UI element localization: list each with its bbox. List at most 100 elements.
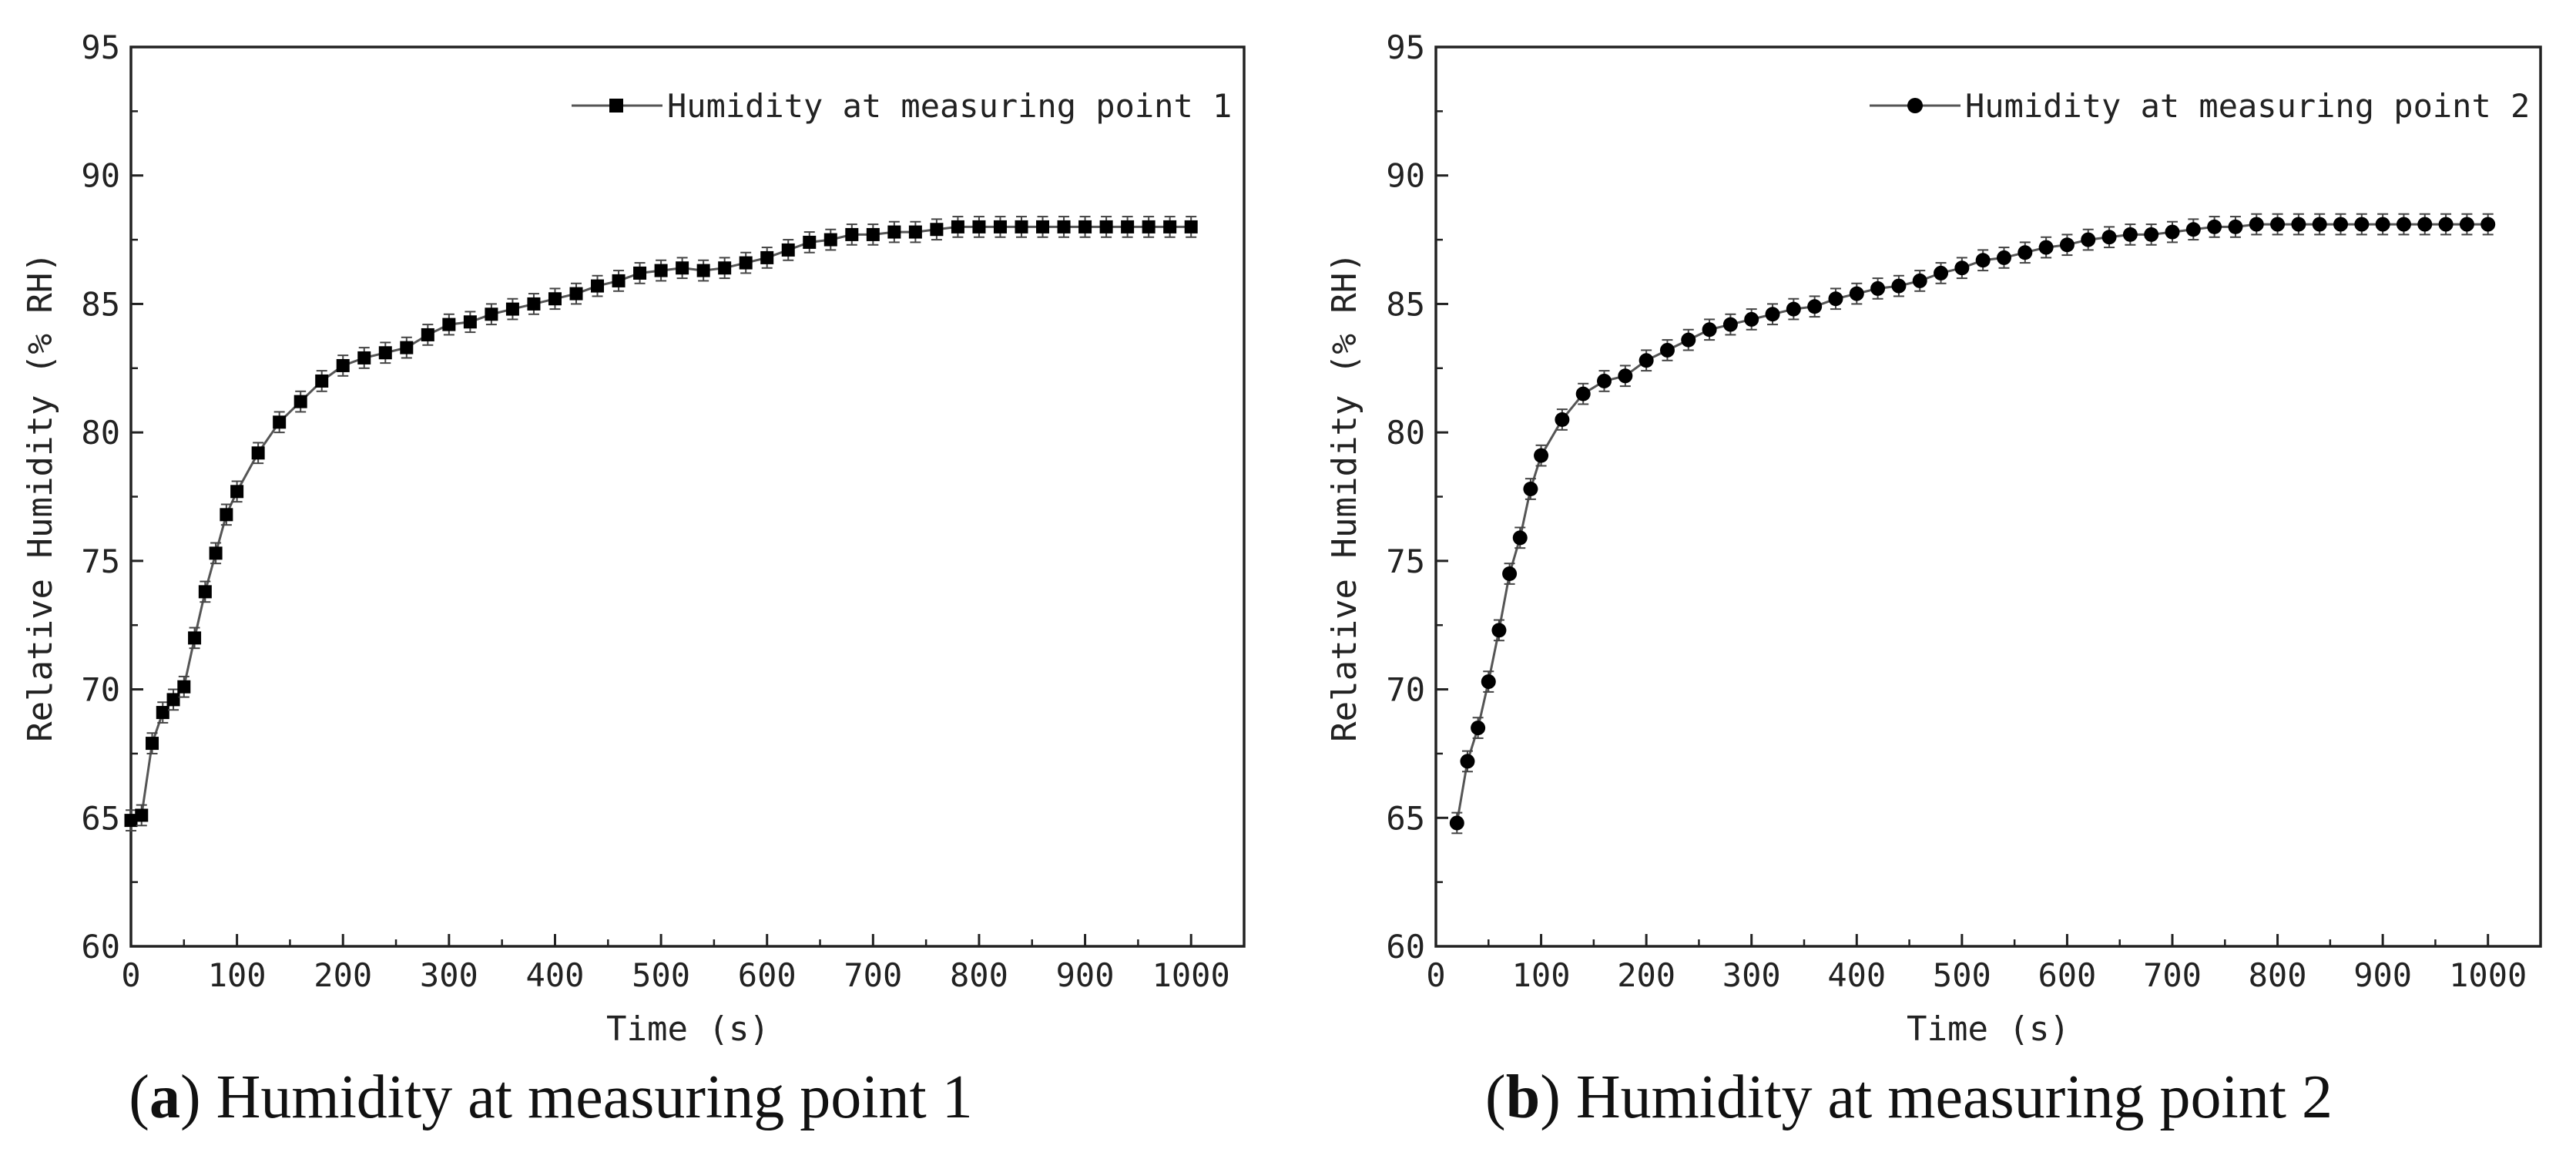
caption-paren-open: ( — [129, 1063, 149, 1131]
panel-caption-b: (b) Humidity at measuring point 2 — [1485, 1063, 2333, 1131]
data-point — [803, 235, 817, 249]
data-point — [760, 250, 774, 264]
y-tick-label: 70 — [81, 671, 120, 709]
data-point — [1786, 301, 1801, 317]
data-point — [1163, 220, 1177, 233]
x-tick-label: 200 — [314, 956, 372, 994]
x-tick-label: 900 — [2353, 956, 2412, 994]
data-point — [1121, 220, 1135, 233]
caption-text: Humidity at measuring point 2 — [1576, 1063, 2333, 1131]
legend-square-marker — [609, 99, 623, 113]
data-point — [1765, 307, 1780, 322]
data-point — [2312, 217, 2327, 232]
data-point — [1849, 286, 1864, 301]
data-point — [378, 346, 392, 360]
x-tick-label: 400 — [526, 956, 585, 994]
x-tick-label: 400 — [1827, 956, 1886, 994]
data-point — [2459, 217, 2474, 232]
x-tick-label: 600 — [738, 956, 797, 994]
data-point — [654, 264, 668, 277]
data-point — [421, 328, 434, 341]
data-point — [463, 315, 477, 329]
x-tick-label: 300 — [420, 956, 478, 994]
data-point — [220, 508, 233, 522]
data-point — [2354, 217, 2370, 232]
data-point — [1471, 721, 1486, 736]
data-point — [1057, 220, 1071, 233]
panel-caption-a: (a) Humidity at measuring point 1 — [129, 1063, 972, 1131]
data-point — [527, 297, 541, 311]
legend-label: Humidity at measuring point 1 — [667, 87, 1232, 125]
x-tick-label: 900 — [1056, 956, 1115, 994]
x-tick-label: 500 — [632, 956, 690, 994]
data-point — [2165, 224, 2180, 240]
data-point — [1870, 281, 1886, 296]
data-point — [2228, 219, 2243, 234]
data-point — [400, 341, 414, 354]
data-point — [1996, 250, 2011, 265]
x-tick-label: 800 — [950, 956, 1008, 994]
y-tick-label: 80 — [1386, 414, 1425, 452]
data-point — [1722, 317, 1738, 332]
data-point — [2480, 217, 2496, 232]
data-point — [2249, 217, 2264, 232]
x-tick-label: 200 — [1617, 956, 1675, 994]
data-point — [1912, 273, 1927, 288]
data-point — [2270, 217, 2286, 232]
data-point — [2144, 227, 2159, 242]
y-tick-label: 80 — [81, 414, 120, 452]
data-point — [612, 274, 626, 287]
x-axis-title: Time (s) — [1907, 1010, 2070, 1049]
data-point — [676, 261, 689, 275]
data-point — [135, 808, 149, 822]
data-point — [1597, 373, 1612, 388]
data-point — [972, 220, 986, 233]
data-point — [1659, 342, 1675, 358]
data-point — [1681, 332, 1696, 348]
x-tick-label: 100 — [208, 956, 267, 994]
data-point — [1828, 291, 1843, 307]
y-tick-label: 60 — [81, 928, 120, 966]
data-point — [2101, 230, 2117, 245]
data-point — [845, 227, 859, 241]
data-point — [442, 317, 456, 331]
data-point — [505, 302, 519, 316]
data-point — [2018, 245, 2033, 260]
data-point — [1618, 368, 1633, 384]
data-point — [146, 737, 159, 751]
caption-letter: b — [1506, 1063, 1541, 1131]
data-point — [2333, 217, 2349, 232]
x-tick-label: 1000 — [1152, 956, 1230, 994]
x-tick-label: 600 — [2038, 956, 2096, 994]
y-tick-label: 90 — [1386, 157, 1425, 195]
caption-paren-close: ) — [1540, 1063, 1576, 1131]
data-point — [2038, 240, 2054, 255]
plot-frame — [129, 45, 1246, 948]
x-axis-title: Time (s) — [606, 1010, 770, 1049]
data-point — [315, 374, 329, 388]
data-point — [823, 233, 837, 247]
data-point — [2122, 227, 2138, 242]
data-point — [908, 225, 922, 239]
data-point — [1639, 353, 1654, 368]
data-point — [1184, 220, 1198, 233]
x-tick-label: 0 — [121, 956, 140, 994]
data-point — [485, 307, 498, 321]
data-point — [1481, 674, 1496, 690]
data-point — [1702, 322, 1717, 338]
data-point — [569, 287, 583, 301]
data-point — [887, 225, 901, 239]
data-point — [273, 415, 287, 429]
data-point — [198, 585, 212, 599]
data-point — [1954, 260, 1970, 276]
caption-paren-open: ( — [1485, 1063, 1506, 1131]
y-axis-title: Relative Humidity (% RH) — [21, 252, 60, 742]
x-tick-label: 1000 — [2449, 956, 2527, 994]
series-line — [1455, 223, 2488, 824]
data-point — [1078, 220, 1092, 233]
data-point — [591, 279, 605, 293]
data-point — [1015, 220, 1028, 233]
data-point — [336, 358, 350, 372]
legend-circle-marker — [1907, 98, 1923, 113]
data-point — [166, 693, 180, 707]
